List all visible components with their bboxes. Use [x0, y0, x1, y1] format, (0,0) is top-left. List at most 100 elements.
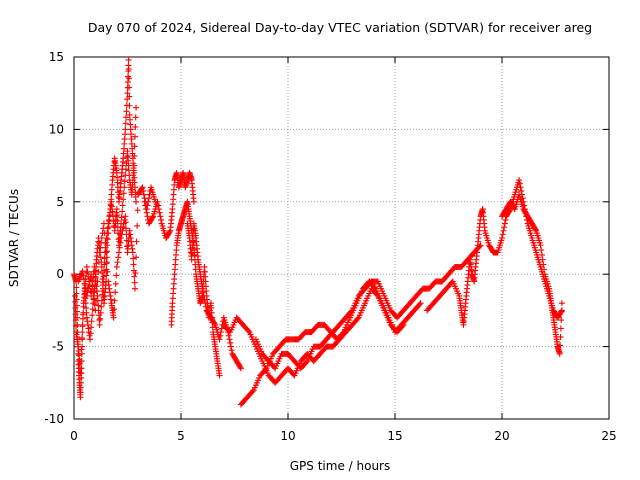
data-point: [155, 202, 162, 209]
data-point: [112, 280, 119, 287]
data-point: [115, 254, 122, 261]
data-point: [89, 312, 96, 319]
data-point: [217, 332, 224, 339]
y-tick-label: 0: [56, 267, 64, 281]
data-point: [99, 291, 106, 298]
data-point: [131, 152, 138, 159]
data-point: [90, 289, 97, 296]
axis-ticks: 0 5 10 15 20 25 -10 -5 0 5 10 15: [44, 50, 616, 443]
data-point: [131, 133, 138, 140]
data-point: [101, 230, 108, 237]
data-point: [166, 228, 173, 235]
data-point: [111, 297, 118, 304]
data-point: [79, 323, 86, 330]
data-point: [499, 235, 505, 241]
data-point: [123, 114, 130, 121]
data-point: [72, 304, 79, 311]
data-point: [129, 249, 136, 256]
data-point: [532, 226, 539, 233]
chart-title: Day 070 of 2024, Sidereal Day-to-day VTE…: [88, 20, 592, 35]
data-point: [132, 269, 139, 276]
data-point: [83, 292, 90, 299]
x-tick-label: 10: [280, 429, 295, 443]
data-point: [157, 213, 164, 220]
data-point: [189, 244, 196, 251]
data-point: [217, 329, 224, 336]
data-point: [100, 225, 107, 232]
data-point: [81, 280, 88, 287]
data-point: [87, 336, 94, 343]
data-point: [72, 317, 79, 324]
y-tick-label: -5: [52, 340, 64, 354]
data-point: [119, 227, 126, 234]
data-point: [501, 220, 508, 227]
data-point: [100, 279, 107, 286]
data-point: [540, 261, 547, 268]
data-point: [190, 226, 197, 233]
data-point: [132, 123, 139, 130]
data-point: [83, 263, 90, 270]
data-point: [500, 227, 507, 234]
data-point: [97, 315, 104, 322]
data-point: [122, 166, 129, 173]
data-point: [142, 202, 149, 209]
data-point: [120, 190, 127, 197]
data-point: [72, 311, 79, 318]
data-point: [130, 162, 137, 169]
data-point: [202, 300, 209, 307]
data-point: [189, 250, 196, 257]
data-point: [85, 282, 92, 289]
x-tick-label: 25: [601, 429, 616, 443]
data-point: [78, 346, 85, 353]
data-point: [154, 198, 161, 205]
data-point: [123, 225, 130, 232]
data-point: [97, 244, 104, 251]
data-point: [134, 222, 141, 229]
data-point: [537, 242, 544, 249]
data-point: [143, 206, 150, 213]
data-point: [98, 235, 105, 241]
data-point: [95, 259, 102, 266]
data-point: [98, 297, 105, 304]
data-point: [131, 279, 138, 286]
data-point: [558, 300, 565, 307]
data-point: [87, 330, 94, 337]
data-point: [558, 308, 565, 315]
data-point: [119, 202, 126, 209]
data-point: [143, 209, 150, 216]
data-point: [140, 187, 147, 194]
grid: [74, 57, 609, 419]
data-point: [124, 90, 131, 97]
data-point: [96, 249, 103, 256]
data-point: [339, 330, 346, 337]
data-point: [140, 191, 147, 198]
data-point: [122, 120, 129, 127]
data-point: [211, 320, 218, 327]
data-point: [557, 342, 564, 349]
data-point: [200, 292, 207, 299]
data-point: [104, 236, 111, 243]
data-point: [501, 224, 508, 231]
data-point: [104, 268, 111, 275]
data-point: [103, 259, 110, 266]
y-axis-label: SDTVAR / TECUs: [7, 189, 21, 287]
data-point: [81, 294, 88, 301]
x-tick-label: 15: [387, 429, 402, 443]
data-point: [201, 296, 208, 303]
x-tick-label: 20: [494, 429, 509, 443]
y-tick-label: 10: [49, 122, 64, 136]
data-point: [115, 249, 122, 256]
data-points: [71, 56, 565, 408]
data-point: [516, 180, 523, 187]
data-point: [139, 184, 146, 191]
data-point: [131, 273, 138, 280]
data-point: [80, 272, 87, 279]
data-point: [88, 277, 95, 284]
y-tick-label: -10: [44, 412, 64, 426]
data-point: [538, 251, 545, 258]
data-point: [125, 75, 132, 82]
data-point: [121, 184, 128, 191]
data-point: [237, 365, 244, 372]
data-point: [133, 198, 140, 205]
data-point: [103, 272, 110, 279]
